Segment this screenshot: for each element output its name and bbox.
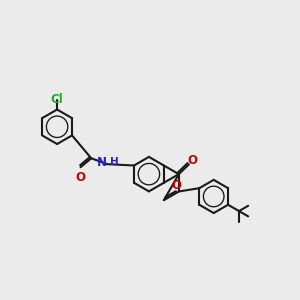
Text: Cl: Cl [51,92,64,106]
Text: N: N [97,156,107,169]
Text: O: O [76,171,85,184]
Text: O: O [171,179,181,192]
Text: O: O [188,154,198,167]
Text: H: H [110,157,119,167]
